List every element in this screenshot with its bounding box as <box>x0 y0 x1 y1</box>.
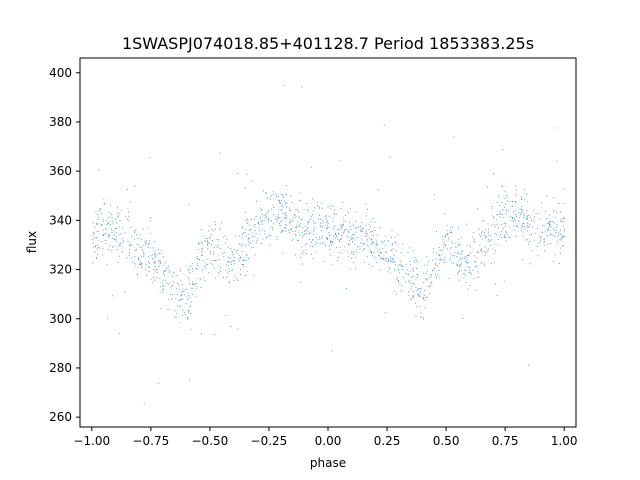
y-tick-label: 320 <box>49 263 72 277</box>
x-tick-label: −1.00 <box>73 434 110 448</box>
chart-title: 1SWASPJ074018.85+401128.7 Period 1853383… <box>122 34 534 53</box>
x-tick-label: −0.75 <box>132 434 169 448</box>
axis-ticks: −1.00 −0.75 −0.50 −0.25 0.00 0.25 0.50 0.75 1.00… <box>49 66 577 448</box>
x-tick-label: 0.50 <box>433 434 460 448</box>
plot-frame <box>79 57 577 428</box>
x-tick-label: −0.25 <box>251 434 288 448</box>
y-tick-label: 300 <box>49 312 72 326</box>
y-tick-label: 380 <box>49 115 72 129</box>
y-tick-label: 260 <box>49 410 72 424</box>
x-tick-label: 0.75 <box>492 434 519 448</box>
y-tick-label: 400 <box>49 66 72 80</box>
x-tick-label: 0.00 <box>315 434 342 448</box>
y-axis-label: flux <box>25 231 39 253</box>
x-tick-label: 0.25 <box>374 434 401 448</box>
x-tick-label: 1.00 <box>551 434 578 448</box>
x-tick-label: −0.50 <box>192 434 229 448</box>
y-tick-label: 280 <box>49 361 72 375</box>
y-tick-label: 360 <box>49 164 72 178</box>
x-axis-label: phase <box>310 456 346 470</box>
y-tick-label: 340 <box>49 213 72 227</box>
